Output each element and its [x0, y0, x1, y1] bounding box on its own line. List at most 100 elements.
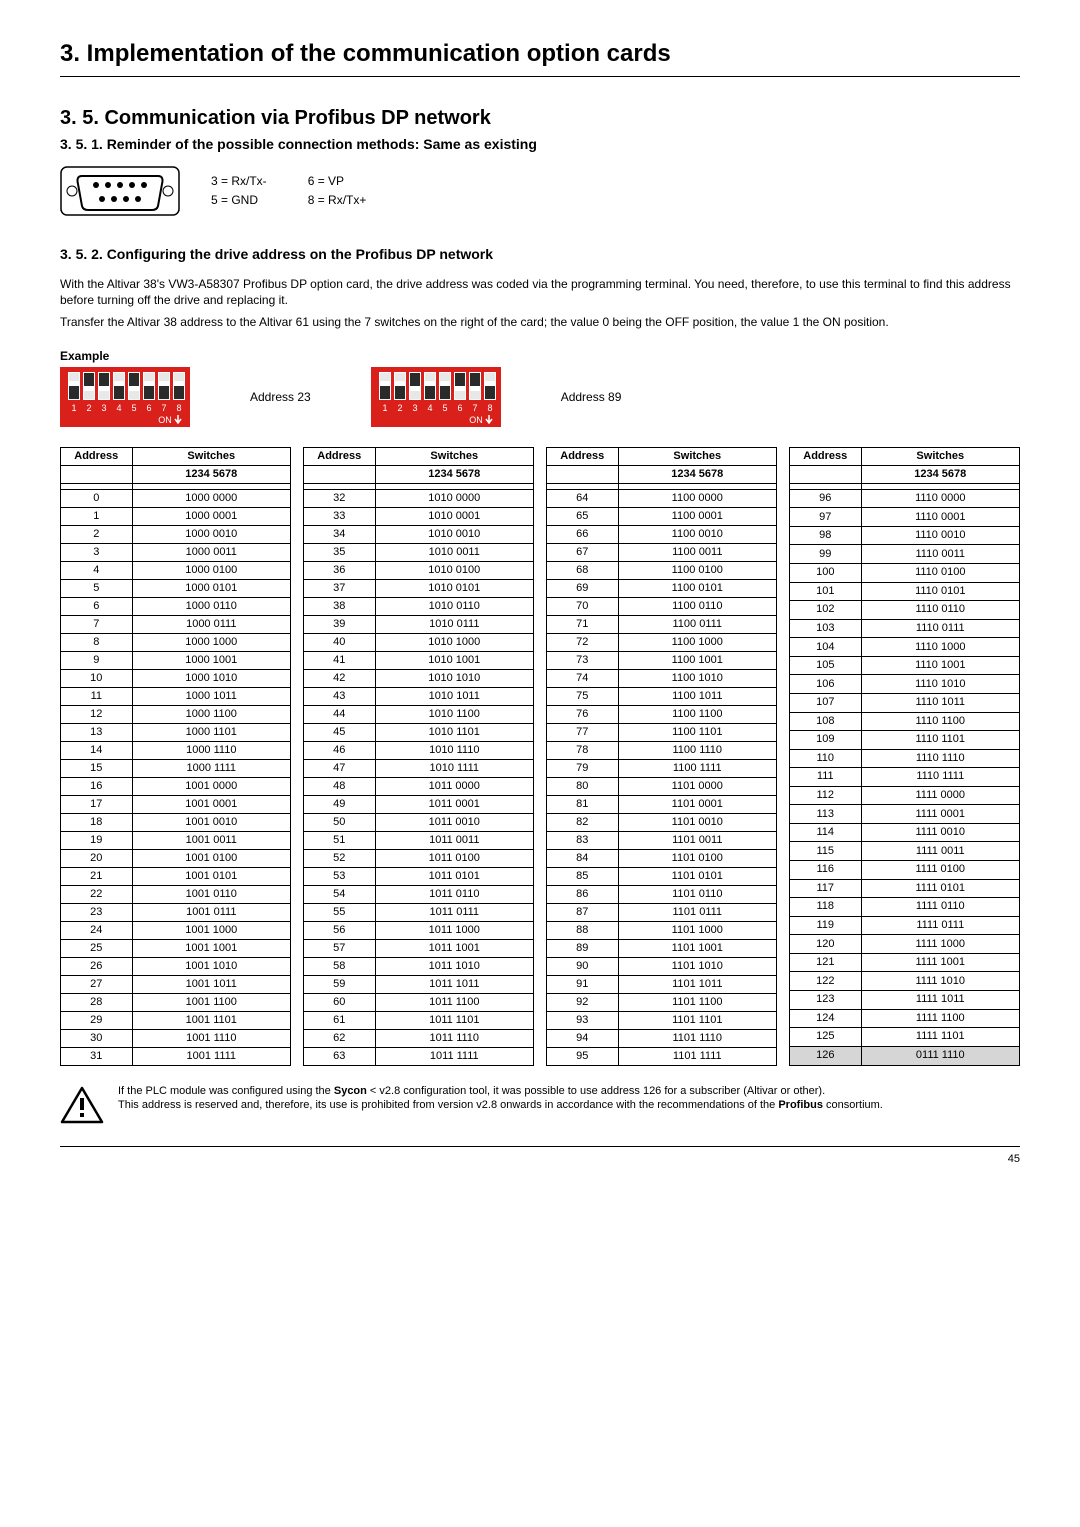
note-row: If the PLC module was configured using t… — [60, 1084, 1020, 1126]
cell-address: 113 — [790, 805, 862, 824]
cell-switches: 1110 0011 — [861, 545, 1019, 564]
table-row: 681100 0100 — [547, 561, 777, 579]
cell-switches: 1100 0111 — [618, 615, 776, 633]
cell-address: 112 — [790, 786, 862, 805]
cell-switches: 1010 1111 — [375, 759, 533, 777]
cell-address: 84 — [547, 849, 619, 867]
table-row: 71000 0111 — [61, 615, 291, 633]
table-row: 611011 1101 — [304, 1011, 534, 1029]
cell-address: 63 — [304, 1047, 376, 1065]
cell-switches: 1111 0111 — [861, 916, 1019, 935]
cell-switches: 1001 0000 — [132, 777, 290, 795]
table-row: 51000 0101 — [61, 579, 291, 597]
cell-address: 50 — [304, 813, 376, 831]
th-address: Address — [61, 447, 133, 465]
cell-switches: 1010 0101 — [375, 579, 533, 597]
cell-address: 30 — [61, 1029, 133, 1047]
cell-switches: 1100 1001 — [618, 651, 776, 669]
cell-switches: 1000 1010 — [132, 669, 290, 687]
cell-switches: 1011 0110 — [375, 885, 533, 903]
svg-text:5: 5 — [442, 403, 447, 413]
subsection-1: 3. 5. 1. Reminder of the possible connec… — [60, 136, 1020, 152]
cell-address: 98 — [790, 526, 862, 545]
table-row: 101000 1010 — [61, 669, 291, 687]
table-row: 311001 1111 — [61, 1047, 291, 1065]
cell-address: 60 — [304, 993, 376, 1011]
table-row: 371010 0101 — [304, 579, 534, 597]
cell-address: 15 — [61, 759, 133, 777]
table-row: 231001 0111 — [61, 903, 291, 921]
cell-address: 120 — [790, 935, 862, 954]
table-row: 1031110 0111 — [790, 619, 1020, 638]
cell-switches: 1010 1101 — [375, 723, 533, 741]
table-row: 481011 0000 — [304, 777, 534, 795]
cell-switches: 1011 1100 — [375, 993, 533, 1011]
table-row: 541011 0110 — [304, 885, 534, 903]
table-row: 401010 1000 — [304, 633, 534, 651]
cell-address: 38 — [304, 597, 376, 615]
table-row: 381010 0110 — [304, 597, 534, 615]
cell-address: 82 — [547, 813, 619, 831]
cell-switches: 1111 0010 — [861, 823, 1019, 842]
cell-switches: 1000 0010 — [132, 525, 290, 543]
cell-switches: 1001 1001 — [132, 939, 290, 957]
table-row: 771100 1101 — [547, 723, 777, 741]
th-1234-5678: 1234 5678 — [375, 465, 533, 483]
cell-switches: 1000 0000 — [132, 489, 290, 507]
cell-address: 69 — [547, 579, 619, 597]
cell-address: 35 — [304, 543, 376, 561]
cell-address: 95 — [547, 1047, 619, 1065]
cell-switches: 1101 1000 — [618, 921, 776, 939]
table-row: 1131111 0001 — [790, 805, 1020, 824]
svg-text:8: 8 — [487, 403, 492, 413]
table-row: 1111110 1111 — [790, 768, 1020, 787]
cell-switches: 1111 1011 — [861, 990, 1019, 1009]
cell-switches: 1111 0001 — [861, 805, 1019, 824]
cell-switches: 1001 0011 — [132, 831, 290, 849]
table-row: 1201111 1000 — [790, 935, 1020, 954]
table-row: 291001 1101 — [61, 1011, 291, 1029]
cell-address: 41 — [304, 651, 376, 669]
cell-address: 45 — [304, 723, 376, 741]
cell-address: 23 — [61, 903, 133, 921]
cell-address: 97 — [790, 508, 862, 527]
table-row: 711100 0111 — [547, 615, 777, 633]
rule-top — [60, 76, 1020, 77]
cell-address: 76 — [547, 705, 619, 723]
address-table: AddressSwitches1234 567801000 000011000 … — [60, 447, 291, 1066]
table-row: 911101 1011 — [547, 975, 777, 993]
table-row: 281001 1100 — [61, 993, 291, 1011]
cell-switches: 1100 1111 — [618, 759, 776, 777]
table-row: 1081110 1100 — [790, 712, 1020, 731]
table-row: 1001110 0100 — [790, 564, 1020, 583]
cell-switches: 1110 0110 — [861, 601, 1019, 620]
cell-address: 123 — [790, 990, 862, 1009]
cell-address: 14 — [61, 741, 133, 759]
cell-address: 107 — [790, 693, 862, 712]
cell-switches: 1100 1100 — [618, 705, 776, 723]
cell-address: 64 — [547, 489, 619, 507]
th-address: Address — [304, 447, 376, 465]
cell-switches: 1000 1001 — [132, 651, 290, 669]
cell-address: 90 — [547, 957, 619, 975]
cell-address: 51 — [304, 831, 376, 849]
table-row: 641100 0000 — [547, 489, 777, 507]
cell-switches: 1101 1110 — [618, 1029, 776, 1047]
cell-switches: 1111 1000 — [861, 935, 1019, 954]
svg-text:2: 2 — [86, 403, 91, 413]
cell-address: 57 — [304, 939, 376, 957]
cell-address: 24 — [61, 921, 133, 939]
paragraph-1: With the Altivar 38's VW3-A58307 Profibu… — [60, 276, 1020, 308]
cell-address: 40 — [304, 633, 376, 651]
cell-address: 25 — [61, 939, 133, 957]
cell-switches: 1001 0111 — [132, 903, 290, 921]
cell-address: 43 — [304, 687, 376, 705]
cell-address: 122 — [790, 972, 862, 991]
svg-text:4: 4 — [116, 403, 121, 413]
cell-switches: 1110 0111 — [861, 619, 1019, 638]
cell-switches: 1001 1111 — [132, 1047, 290, 1065]
th-1234-5678: 1234 5678 — [132, 465, 290, 483]
cell-switches: 1001 0110 — [132, 885, 290, 903]
cell-switches: 1001 1101 — [132, 1011, 290, 1029]
cell-address: 16 — [61, 777, 133, 795]
